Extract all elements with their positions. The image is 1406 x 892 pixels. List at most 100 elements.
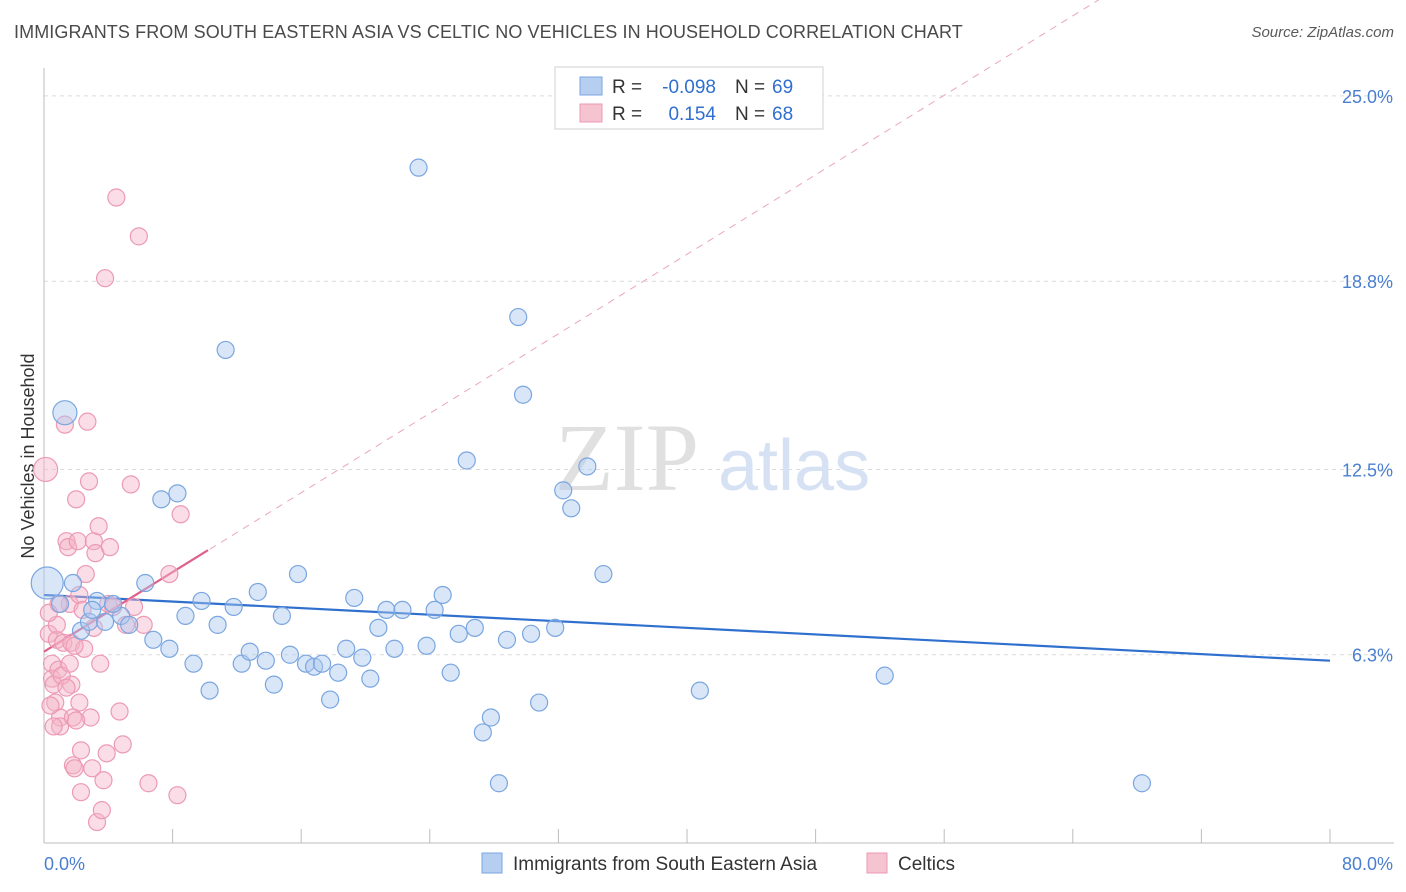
x-tick-labels: 0.0% 80.0% (44, 854, 1393, 874)
sea-point (1132, 774, 1152, 793)
source-credit: Source: ZipAtlas.com (1251, 24, 1394, 41)
gridlines (44, 95, 1394, 656)
sea-point (425, 600, 444, 620)
sea-point (50, 594, 70, 614)
celtics-point (76, 564, 95, 584)
watermark: ZIP atlas (555, 404, 870, 511)
legend: R = -0.098 N = 69 R = 0.154 N = 68 (554, 66, 824, 130)
celtics-point (83, 759, 102, 778)
sea-point (83, 600, 102, 620)
sea-point (79, 612, 99, 631)
sea-point (369, 618, 388, 637)
bottom-legend-label-0[interactable]: Immigrants from South Eastern Asia (513, 854, 818, 875)
legend-swatch-pink (579, 103, 603, 123)
sea-point (160, 639, 179, 658)
sea-point (208, 615, 227, 634)
celtics-point (100, 538, 120, 557)
y-tick-labels: 6.3% 12.5% 18.8% 25.0% (1342, 87, 1393, 666)
celtics-point (67, 490, 86, 509)
sea-trend-line (43, 593, 1331, 662)
celtics-point (134, 615, 153, 634)
celtics-point (65, 636, 84, 655)
sea-point (562, 499, 581, 518)
x-tick-label: 0.0% (44, 854, 85, 874)
sea-point (530, 693, 549, 712)
celtics-point (124, 597, 144, 617)
sea-point (481, 708, 500, 727)
sea-point (393, 600, 412, 620)
sea-point (337, 639, 356, 658)
sea-point (449, 624, 468, 643)
sea-point (409, 158, 428, 177)
sea-point (465, 618, 484, 637)
sea-point (272, 606, 292, 625)
sea-point (329, 663, 348, 682)
sea-point (136, 573, 155, 593)
sea-point (457, 451, 476, 470)
celtics-point (95, 269, 115, 288)
celtics-point (91, 654, 110, 673)
legend-r-label-0: R = (612, 77, 642, 98)
y-tick-label: 18.8% (1342, 272, 1393, 292)
celtics-point (89, 517, 108, 536)
sea-point (176, 606, 195, 625)
data-points (30, 158, 1152, 832)
celtics-point (171, 505, 190, 524)
celtics-point (99, 594, 118, 614)
watermark-atlas: atlas (718, 426, 870, 506)
celtics-point (68, 532, 87, 551)
y-axis-label-group: No Vehicles in Household (18, 353, 38, 558)
sea-point (690, 681, 709, 700)
celtics-point (92, 801, 111, 820)
celtics-point (87, 812, 107, 832)
sea-point (345, 588, 364, 608)
celtics-point (71, 741, 91, 760)
sea-point (120, 615, 139, 634)
bottom-legend-swatch-pink (866, 852, 888, 874)
sea-point (546, 618, 565, 637)
sea-point (144, 630, 163, 649)
sea-point (216, 340, 235, 360)
legend-swatch-blue (579, 76, 603, 96)
celtics-point (44, 717, 63, 736)
legend-r-value-1: 0.154 (668, 104, 716, 125)
sea-point (312, 654, 332, 673)
celtics-point (168, 786, 187, 805)
axes (43, 68, 1394, 844)
sea-point (578, 457, 597, 476)
sea-point (30, 566, 64, 600)
celtics-point (94, 771, 113, 790)
celtics-point (81, 708, 100, 727)
sea-point (321, 690, 340, 709)
celtics-point (139, 774, 158, 793)
celtics-point (59, 538, 78, 557)
y-axis-label: No Vehicles in Household (18, 353, 38, 558)
celtics-point (50, 717, 70, 736)
bottom-legend-label-1[interactable]: Celtics (898, 854, 955, 875)
sea-point (377, 600, 396, 620)
celtics-point (41, 696, 60, 715)
sea-point (417, 636, 436, 655)
celtics-point (121, 475, 140, 494)
sea-point (288, 564, 308, 584)
watermark-zip: ZIP (555, 404, 699, 511)
sea-point (184, 654, 203, 673)
celtics-point (70, 693, 89, 712)
celtics-point (71, 783, 91, 802)
sea-point (521, 624, 541, 643)
y-tick-label: 25.0% (1342, 87, 1393, 107)
sea-point (513, 385, 533, 404)
legend-n-value-0: 69 (772, 77, 793, 98)
sea-point (875, 666, 894, 685)
celtics-point (57, 678, 76, 697)
celtics-point (63, 756, 83, 775)
celtics-point (78, 412, 97, 431)
sea-point (52, 400, 78, 426)
sea-point (152, 490, 171, 509)
sea-point (441, 663, 460, 682)
celtics-point (107, 188, 126, 207)
sea-point (497, 630, 517, 649)
y-tick-label: 6.3% (1352, 646, 1393, 666)
celtics-point (33, 456, 59, 483)
